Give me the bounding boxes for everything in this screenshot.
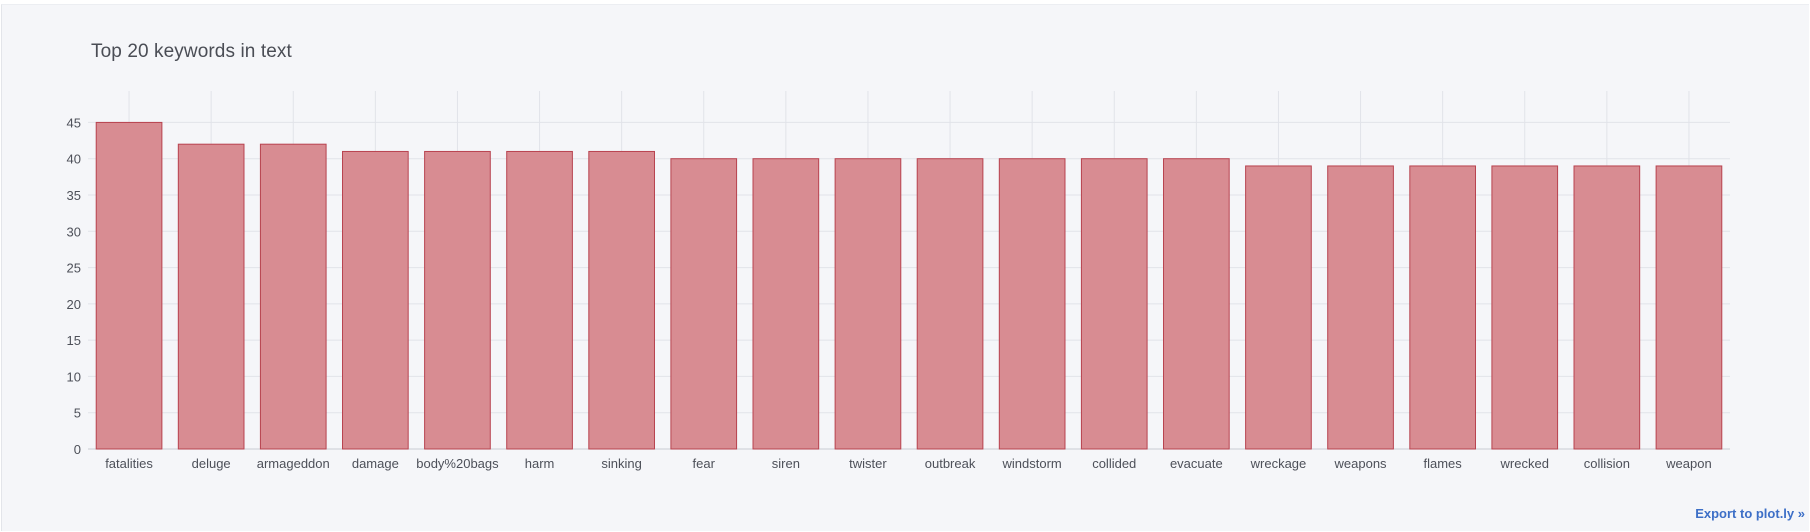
- x-tick-label: fear: [693, 456, 716, 471]
- bar-fatalities: [95, 121, 163, 450]
- y-tick-label: 20: [67, 297, 81, 312]
- x-tick-label: sinking: [601, 456, 641, 471]
- bar-windstorm: [998, 158, 1066, 450]
- bar-weapon: [1655, 165, 1723, 450]
- bar-weapons: [1327, 165, 1394, 450]
- bars: [95, 121, 1723, 450]
- x-tick-label: evacuate: [1170, 456, 1223, 471]
- bar-outbreak: [916, 158, 984, 450]
- x-tick-label: wrecked: [1500, 456, 1549, 471]
- y-tick-label: 25: [67, 261, 81, 276]
- x-tick-label: flames: [1424, 456, 1463, 471]
- bar-harm: [506, 150, 573, 450]
- y-tick-label: 5: [74, 406, 81, 421]
- bar-siren: [752, 158, 820, 450]
- bar-wrecked: [1491, 165, 1559, 450]
- y-tick-label: 0: [74, 442, 81, 457]
- x-tick-label: siren: [772, 456, 800, 471]
- chart-title: Top 20 keywords in text: [91, 41, 292, 62]
- x-tick-label: windstorm: [1002, 456, 1062, 471]
- bar-flames: [1409, 165, 1476, 450]
- x-tick-label: collided: [1092, 456, 1136, 471]
- x-tick-label: armageddon: [257, 456, 330, 471]
- y-tick-label: 10: [67, 369, 81, 384]
- bar-collision: [1573, 165, 1641, 450]
- bar-body-20bags: [424, 150, 491, 450]
- x-axis: fatalities deluge armageddon damage body%20b…: [105, 456, 1712, 471]
- bar-evacuate: [1163, 158, 1230, 450]
- bar-chart: 0 5 10 15 20 25 30 35 40 45 fatalities deluge armage…: [67, 91, 1730, 471]
- x-tick-label: damage: [352, 456, 399, 471]
- bar-wreckage: [1245, 165, 1312, 450]
- x-tick-label: twister: [849, 456, 887, 471]
- grid-lines: [88, 91, 1730, 450]
- y-tick-label: 15: [67, 333, 81, 348]
- x-tick-label: harm: [525, 456, 555, 471]
- x-tick-label: deluge: [192, 456, 231, 471]
- y-axis: 0 5 10 15 20 25 30 35 40 45: [67, 115, 81, 457]
- bar-deluge: [177, 143, 245, 450]
- y-tick-label: 35: [67, 188, 81, 203]
- x-tick-label: weapon: [1665, 456, 1712, 471]
- plot-panel: Top 20 keywords in text 0 5 10 15 20 25 30 35 40…: [1, 4, 1809, 531]
- bar-collided: [1080, 158, 1148, 450]
- bar-sinking: [588, 150, 655, 450]
- export-to-plotly-link[interactable]: Export to plot.ly »: [1695, 506, 1805, 521]
- x-tick-label: outbreak: [925, 456, 976, 471]
- y-tick-label: 45: [67, 115, 81, 130]
- x-tick-label: fatalities: [105, 456, 153, 471]
- x-tick-label: weapons: [1334, 456, 1388, 471]
- x-tick-label: body%20bags: [416, 456, 499, 471]
- bar-damage: [342, 150, 409, 450]
- x-tick-label: collision: [1584, 456, 1630, 471]
- bar-twister: [834, 158, 902, 450]
- y-tick-label: 30: [67, 224, 81, 239]
- bar-fear: [670, 158, 738, 450]
- y-tick-label: 40: [67, 152, 81, 167]
- bar-armageddon: [259, 143, 327, 450]
- x-tick-label: wreckage: [1250, 456, 1307, 471]
